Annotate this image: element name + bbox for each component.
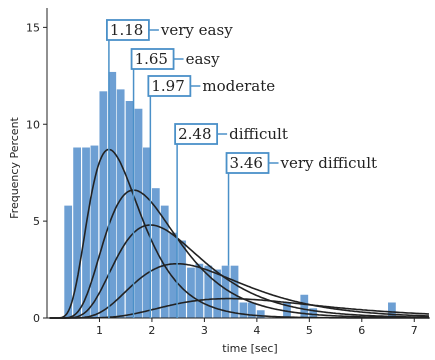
histogram-bar <box>283 302 291 318</box>
y-tick-label: 15 <box>26 21 40 34</box>
annotation-label: very easy <box>160 21 233 39</box>
histogram-bar <box>73 147 81 318</box>
annotation-value: 3.46 <box>230 154 263 172</box>
y-tick-label: 10 <box>26 118 40 131</box>
x-tick-label: 2 <box>148 324 155 337</box>
histogram-bar <box>160 205 169 318</box>
y-axis-title: Frequency Percent <box>8 116 21 218</box>
x-tick-label: 4 <box>253 324 260 337</box>
histogram-bar <box>82 147 90 318</box>
annotation-label: difficult <box>229 125 288 143</box>
histogram-bar <box>309 308 318 318</box>
annotation-value: 1.18 <box>110 21 143 39</box>
histogram-bar <box>221 265 230 318</box>
x-tick-label: 1 <box>96 324 103 337</box>
x-tick-label: 7 <box>411 324 418 337</box>
annotation-label: easy <box>186 50 221 68</box>
x-tick-label: 6 <box>358 324 365 337</box>
histogram-bar <box>204 265 213 318</box>
annotation-label: very difficult <box>280 154 378 172</box>
histogram-bar <box>108 71 117 318</box>
histogram-bar <box>99 91 108 318</box>
distribution-curve <box>49 263 430 319</box>
histogram-bar <box>213 269 222 318</box>
annotation-value: 1.97 <box>151 77 184 95</box>
histogram-bar <box>195 263 204 318</box>
annotation-label: moderate <box>202 77 275 95</box>
histogram-bar <box>300 294 309 318</box>
x-tick-label: 3 <box>201 324 208 337</box>
y-tick-label: 5 <box>33 215 40 228</box>
histogram-bar <box>187 267 195 318</box>
annotation-value: 1.65 <box>135 50 168 68</box>
histogram-bar <box>90 145 99 318</box>
histogram-bar <box>134 108 143 318</box>
histogram-bar <box>64 205 73 318</box>
histogram-bar <box>178 240 186 318</box>
histogram-bar <box>256 310 265 318</box>
axes: 1 2 3 4 5 6 7 0 5 10 15 <box>26 8 430 337</box>
histogram-bar <box>169 232 178 318</box>
annotation-value: 2.48 <box>178 125 211 143</box>
histogram-bar <box>230 265 239 318</box>
histogram-bar <box>247 302 256 318</box>
distribution-curve <box>49 224 430 319</box>
x-tick-label: 5 <box>306 324 313 337</box>
histogram-bar <box>116 89 125 318</box>
histogram-bars <box>64 71 396 318</box>
histogram-bar <box>151 188 160 318</box>
histogram-bar <box>388 302 396 318</box>
distribution-curve <box>49 297 430 319</box>
histogram-bar <box>125 101 134 318</box>
x-axis-title: time [sec] <box>222 342 277 355</box>
distribution-curve <box>49 189 430 319</box>
histogram-bar <box>239 302 248 318</box>
y-tick-label: 0 <box>33 312 40 325</box>
histogram-bar <box>143 147 151 318</box>
